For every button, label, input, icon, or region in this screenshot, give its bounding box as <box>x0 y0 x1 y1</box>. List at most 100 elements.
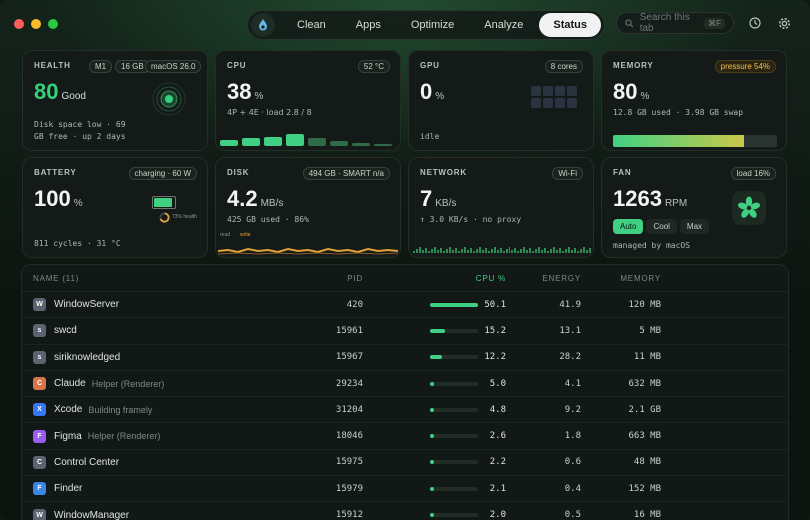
network-bar <box>556 250 559 253</box>
column-name[interactable]: NAME (11) <box>33 273 80 283</box>
table-row[interactable]: s siriknowledged 15967 12.2 28.2 11 MB <box>22 345 788 371</box>
network-bar <box>415 249 418 253</box>
disk-activity-sparkline <box>218 247 398 255</box>
column-cpu[interactable]: CPU % <box>475 273 506 283</box>
app-icon: C <box>33 455 46 469</box>
fan-mode-max[interactable]: Max <box>679 219 710 234</box>
process-cpu: 2.0 <box>489 510 506 520</box>
memory-card: MEMORY pressure 54% 80% 12.8 GB used · 3… <box>601 50 787 151</box>
disk-throughput: 4.2 MB/s <box>227 186 284 211</box>
disk-title: DISK <box>227 168 250 177</box>
process-table: NAME (11) PID CPU % ENERGY MEMORY W Windo… <box>21 264 789 520</box>
process-name: siriknowledged <box>54 351 121 363</box>
network-bar <box>481 250 484 253</box>
app-icon: C <box>33 377 46 391</box>
network-bar <box>520 249 523 253</box>
health-title: HEALTH <box>34 61 71 70</box>
table-row[interactable]: C Claude Helper (Renderer) 29234 5.0 4.1 632 M… <box>22 371 788 398</box>
fan-title: FAN <box>613 168 632 177</box>
process-name: Xcode <box>54 404 83 416</box>
gpu-card: GPU 8 cores 0% idle <box>408 50 594 151</box>
fan-mode-cool[interactable]: Cool <box>646 219 677 234</box>
battery-health: 73% health <box>172 214 198 220</box>
search-input[interactable]: Search this tab ⌘F <box>616 12 734 34</box>
table-row[interactable]: s swcd 15961 15.2 13.1 5 MB <box>22 318 788 345</box>
network-bar <box>484 248 487 253</box>
network-bar <box>505 249 508 253</box>
fan-load: load 16% <box>730 167 776 180</box>
network-bar <box>589 248 592 253</box>
cpu-temp: 52 °C <box>357 60 390 73</box>
network-bar <box>586 250 589 253</box>
process-energy: 0.6 <box>564 457 581 468</box>
network-bar <box>445 249 448 253</box>
network-interface: Wi-Fi <box>552 167 583 180</box>
network-bar <box>568 247 571 253</box>
column-memory[interactable]: MEMORY <box>620 273 661 283</box>
cpu-usage-bar <box>430 407 478 412</box>
network-bar <box>472 251 475 253</box>
process-pid: 15975 <box>335 457 363 468</box>
process-cpu-cell: 2.0 <box>363 510 506 520</box>
battery-detail: 811 cycles · 31 °C <box>34 239 121 248</box>
tab-optimize[interactable]: Optimize <box>410 19 455 31</box>
process-cpu-cell: 4.8 <box>363 405 506 415</box>
health-line-1: Disk space low · 69 <box>34 120 126 129</box>
table-row[interactable]: W WindowServer 420 50.1 41.9 120 MB <box>22 292 788 319</box>
process-cpu-cell: 2.2 <box>363 457 506 467</box>
network-bar <box>538 247 541 253</box>
disk-info: 494 GB · SMART n/a <box>302 167 390 180</box>
process-cpu: 2.1 <box>489 483 506 494</box>
process-cpu: 15.2 <box>484 325 506 336</box>
cpu-core-bar <box>352 143 370 146</box>
table-row[interactable]: F Finder 15979 2.1 0.4 152 MB <box>22 476 788 503</box>
process-memory: 632 MB <box>628 378 661 389</box>
cpu-core-bar <box>220 139 238 146</box>
cpu-core-bar <box>308 138 326 146</box>
network-bar <box>433 247 436 253</box>
network-bar <box>547 251 550 253</box>
network-bar <box>583 247 586 253</box>
process-cpu: 2.6 <box>489 431 506 442</box>
network-bar <box>463 247 466 253</box>
process-energy: 9.2 <box>564 404 581 415</box>
health-card: HEALTH M1 16 GB macOS 26.0 80 Good Disk s… <box>22 50 208 151</box>
network-bar <box>466 250 469 253</box>
zoom-window-button[interactable] <box>48 19 58 29</box>
table-row[interactable]: F Figma Helper (Renderer) 18046 2.6 1.8 663 MB <box>22 423 788 450</box>
table-row[interactable]: C Control Center 15975 2.2 0.6 48 MB <box>22 450 788 477</box>
battery-status: charging · 60 W <box>128 167 197 180</box>
fan-mode-auto[interactable]: Auto <box>613 219 644 234</box>
process-name: swcd <box>54 325 77 337</box>
minimize-window-button[interactable] <box>31 19 41 29</box>
network-bar <box>511 250 514 253</box>
network-bar <box>565 249 568 253</box>
tab-clean[interactable]: Clean <box>297 19 326 31</box>
column-energy[interactable]: ENERGY <box>542 273 581 283</box>
column-pid[interactable]: PID <box>347 273 363 283</box>
app-logo-icon <box>251 13 275 37</box>
tab-apps[interactable]: Apps <box>355 19 381 31</box>
close-window-button[interactable] <box>14 19 24 29</box>
network-bar <box>436 250 439 253</box>
gpu-usage: 0% <box>420 79 445 104</box>
network-bar <box>475 249 478 253</box>
tab-analyze[interactable]: Analyze <box>484 19 524 31</box>
process-cpu-cell: 50.1 <box>363 300 506 310</box>
network-bar <box>427 251 430 253</box>
gear-icon[interactable] <box>775 14 793 32</box>
process-cpu-cell: 5.0 <box>363 379 506 389</box>
network-bar <box>413 251 415 253</box>
process-name-cell: C Claude Helper (Renderer) <box>22 377 293 391</box>
process-pid: 420 <box>346 299 363 310</box>
process-cpu: 5.0 <box>489 378 506 389</box>
table-row[interactable]: X Xcode Building framely 31204 4.8 9.2 2.1 GB <box>22 397 788 424</box>
network-bar <box>562 251 565 253</box>
chip-os: macOS 26.0 <box>145 60 202 73</box>
health-ring-icon <box>152 82 186 116</box>
disk-legend-write: write <box>240 232 251 238</box>
tab-status[interactable]: Status <box>539 13 601 37</box>
history-icon[interactable] <box>746 14 764 32</box>
table-row[interactable]: W WindowManager 15912 2.0 0.5 16 MB <box>22 502 788 520</box>
process-memory: 152 MB <box>628 483 661 494</box>
